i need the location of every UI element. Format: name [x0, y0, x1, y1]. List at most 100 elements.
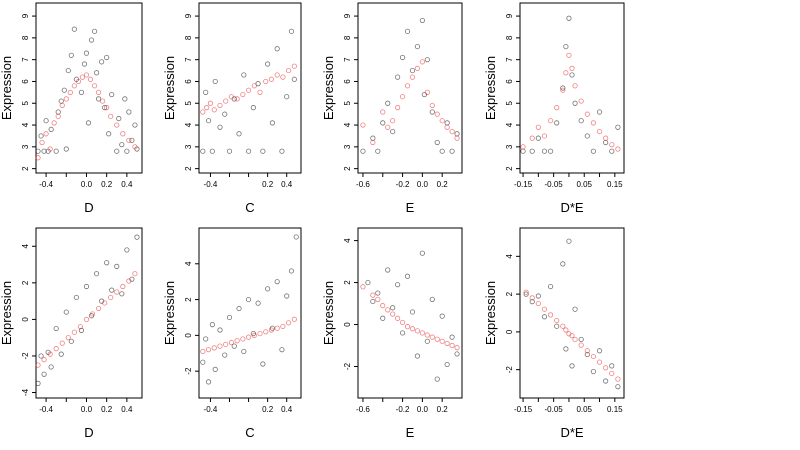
data-point [360, 122, 366, 128]
data-point [104, 105, 110, 111]
x-axis-title: E [406, 425, 415, 440]
data-point [449, 128, 455, 135]
data-point [399, 54, 406, 61]
y-tick-label: 4 [21, 122, 30, 127]
data-point [65, 67, 71, 74]
y-tick-label: -2 [505, 366, 514, 374]
plot-frame [357, 2, 463, 174]
x-tick-label: 0.05 [576, 405, 592, 414]
x-tick-label: -0.2 [396, 405, 410, 414]
data-point [280, 323, 286, 330]
data-point [449, 342, 455, 349]
data-point [429, 102, 435, 109]
data-point [55, 113, 61, 119]
data-point [58, 351, 64, 357]
data-point [414, 353, 421, 359]
data-point [541, 148, 548, 154]
data-point [209, 148, 215, 154]
data-point [566, 238, 572, 244]
data-point [554, 120, 560, 126]
data-point [108, 294, 114, 301]
x-axis-title: D [84, 200, 93, 215]
x-tick-label: -0.4 [204, 405, 218, 414]
data-point [245, 296, 252, 303]
data-point [291, 63, 297, 69]
data-point [78, 327, 85, 333]
data-point [370, 139, 376, 146]
data-point [439, 338, 445, 344]
data-point [231, 343, 237, 349]
data-point [205, 379, 212, 385]
y-tick-label: 2 [184, 166, 193, 171]
data-point [554, 317, 560, 324]
data-point [590, 120, 597, 126]
data-point [439, 313, 445, 319]
y-tick-label: 8 [184, 35, 193, 40]
y-tick-label: 2 [21, 166, 30, 171]
y-tick-label: 3 [184, 144, 193, 149]
data-point [114, 148, 120, 154]
data-point [454, 131, 460, 137]
data-point [204, 105, 210, 111]
data-point [120, 131, 126, 137]
data-point [429, 296, 435, 302]
data-point [124, 148, 130, 154]
data-point [55, 109, 61, 115]
data-point [78, 89, 85, 95]
data-point [286, 320, 292, 326]
data-point [228, 94, 235, 100]
x-tick-label: 0.4 [121, 180, 133, 189]
y-tick-label: -2 [343, 362, 352, 370]
data-point [274, 46, 280, 52]
data-point [47, 351, 53, 357]
x-tick-label: 0.2 [262, 180, 274, 189]
chart-panel: -0.15 -0.05 0.05 0.15 2 3 4 5 6 7 8 9 D*E Expression [483, 2, 625, 215]
y-tick-label: 3 [343, 144, 352, 149]
chart-panel: -0.6 -0.2 0.0 0.2 -2 0 2 4 E Expression [321, 227, 463, 440]
data-point [560, 87, 566, 93]
data-point [83, 72, 90, 78]
data-point [124, 247, 130, 253]
data-point [409, 309, 416, 315]
data-point [444, 124, 450, 130]
data-point [217, 343, 223, 349]
data-point [566, 52, 572, 58]
data-point [236, 131, 242, 137]
data-point [226, 314, 233, 321]
y-tick-label: 2 [21, 280, 30, 285]
data-point [293, 234, 299, 240]
y-tick-label: 5 [21, 100, 30, 105]
data-point [385, 100, 391, 106]
data-point [419, 17, 425, 24]
data-point [360, 148, 366, 154]
data-point [223, 341, 229, 347]
data-point [541, 314, 548, 320]
data-point [560, 85, 566, 91]
x-tick-label: -0.05 [545, 405, 564, 414]
data-point [370, 135, 376, 141]
data-point [286, 67, 292, 74]
data-point [265, 286, 271, 292]
y-tick-label: 7 [343, 57, 352, 62]
data-point [114, 122, 120, 128]
data-point [236, 305, 242, 312]
data-point [43, 118, 49, 124]
data-point [240, 336, 246, 342]
data-point [578, 342, 584, 348]
y-tick-label: 7 [184, 57, 193, 62]
data-point [120, 283, 126, 290]
y-tick-label: 4 [343, 122, 352, 127]
data-point [263, 329, 269, 335]
x-tick-label: 0.0 [81, 180, 93, 189]
y-tick-label: 5 [343, 100, 352, 105]
data-point [603, 135, 609, 141]
data-point [523, 289, 529, 295]
y-tick-label: 9 [343, 13, 352, 18]
data-point [93, 271, 100, 277]
data-point [596, 128, 603, 135]
data-point [48, 364, 54, 370]
x-tick-label: 0.2 [437, 180, 449, 189]
data-point [38, 133, 44, 139]
y-tick-label: 3 [21, 144, 30, 149]
data-point [375, 290, 381, 296]
